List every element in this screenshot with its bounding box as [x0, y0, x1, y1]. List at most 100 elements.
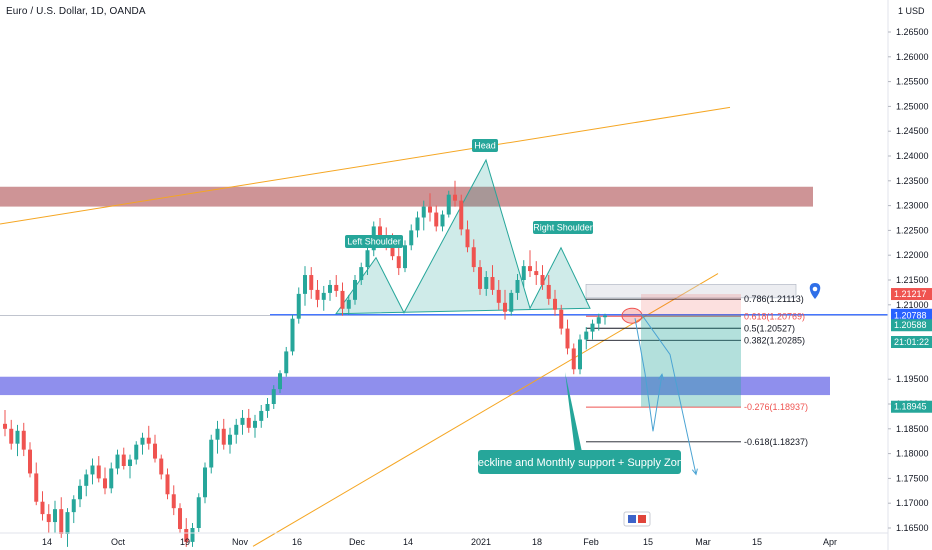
candle-body [121, 454, 126, 466]
candle-body [521, 266, 526, 280]
candles [3, 180, 607, 547]
candle-body [53, 509, 57, 523]
price-tick-label: 1.18000 [896, 449, 929, 459]
candle-body [440, 214, 445, 227]
head-shoulders-pattern [335, 158, 591, 315]
time-label: 2021 [471, 537, 491, 547]
price-tag-label: 1.20788 [894, 310, 927, 320]
candle-body [446, 194, 451, 215]
label-bg [472, 139, 498, 152]
candle-body [3, 423, 7, 429]
time-label: 15 [643, 537, 653, 547]
candle-body [134, 444, 139, 460]
candle-body [415, 217, 420, 231]
candle-body [9, 428, 14, 444]
note-bg [478, 450, 681, 474]
time-label: 15 [752, 537, 762, 547]
candle-body [59, 509, 64, 534]
candle-body [215, 428, 220, 440]
arrow-head [691, 468, 698, 476]
price-axis: 1 USD 1.26500 1.26000 1.25500 1.25000 1.24500… [887, 0, 932, 550]
price-tag: 1.20588 [891, 319, 932, 332]
candle-body [196, 497, 201, 528]
support-zone [0, 376, 830, 396]
price-tag-bg [891, 288, 932, 301]
price-tag: 21:01:22 [891, 336, 932, 348]
price-tick-label: 1.25500 [896, 77, 929, 87]
time-label: 18 [532, 537, 542, 547]
symbol-title: Euro / U.S. Dollar, 1D, OANDA [6, 6, 146, 17]
candle-body [140, 437, 145, 445]
price-tag: 1.21217 [891, 288, 932, 301]
candle-body [496, 289, 501, 303]
candle-body [409, 230, 414, 246]
price-tag-label: 1.20588 [894, 320, 927, 330]
candle-body [478, 267, 482, 289]
price-tick-label: 1.18500 [896, 424, 929, 434]
time-label: 14 [42, 537, 52, 547]
candle-body [490, 277, 495, 290]
time-label: Dec [349, 537, 366, 547]
fib-top-band [585, 284, 797, 299]
badge-flag-red [638, 515, 646, 523]
candle-body [96, 465, 101, 479]
price-tag-bg [891, 319, 932, 332]
time-label: Nov [232, 537, 249, 547]
candle-body [396, 256, 401, 269]
candle-body [340, 290, 345, 309]
position-target-area [641, 315, 741, 407]
price-tick-label: 1.21000 [896, 300, 929, 310]
candle-body [534, 271, 539, 276]
projection-arrow-2 [640, 313, 698, 476]
candle-body [559, 309, 564, 329]
candle-body [15, 430, 20, 444]
currency-label: 1 USD [898, 6, 925, 16]
price-tag-bg [891, 336, 932, 348]
label-text: Head [474, 141, 496, 151]
candle-body [34, 473, 39, 502]
candle-body [203, 467, 207, 498]
time-label: 14 [403, 537, 413, 547]
price-tag-bg [891, 309, 932, 322]
location-pin-icon [809, 283, 821, 299]
candle-body [565, 328, 570, 349]
label-bg [533, 221, 593, 234]
price-tick-label: 1.22000 [896, 250, 929, 260]
candle-body [278, 373, 282, 390]
candle-body [271, 389, 276, 404]
candle-body [403, 245, 407, 269]
candle-body [246, 417, 251, 428]
price-axis-bg [888, 0, 932, 550]
candle-body [171, 494, 176, 509]
price-tick-label: 1.26000 [896, 52, 929, 62]
candle-body [571, 348, 576, 370]
channel-upper-line [0, 106, 731, 225]
candle-body [190, 528, 195, 542]
candle-body [390, 244, 395, 257]
position-stop-area [641, 294, 741, 316]
resistance-zone [0, 186, 813, 207]
price-tag-label: 1.18945 [894, 402, 927, 412]
candle-body [465, 229, 470, 248]
candle-body [584, 331, 589, 340]
candle-body [46, 514, 51, 523]
candle-body [71, 499, 76, 513]
left-shoulder-label: Left Shoulder [345, 235, 403, 248]
candle-body [28, 449, 32, 474]
candle-body [184, 528, 189, 542]
label-text: Right Shoulder [533, 223, 593, 233]
candle-body [178, 508, 182, 529]
candle-body [165, 474, 170, 495]
label-bg [345, 235, 403, 248]
price-tag-bg [891, 400, 932, 413]
candle-body [553, 298, 557, 310]
time-label: Apr [823, 537, 837, 547]
candle-body [84, 474, 89, 486]
fib-level-label: -0.618(1.18237) [744, 437, 808, 447]
price-tick-label: 1.17500 [896, 473, 929, 483]
fib-level-label: 0.5(1.20527) [744, 323, 795, 333]
candle-body [334, 284, 339, 291]
candle-body [421, 206, 426, 218]
